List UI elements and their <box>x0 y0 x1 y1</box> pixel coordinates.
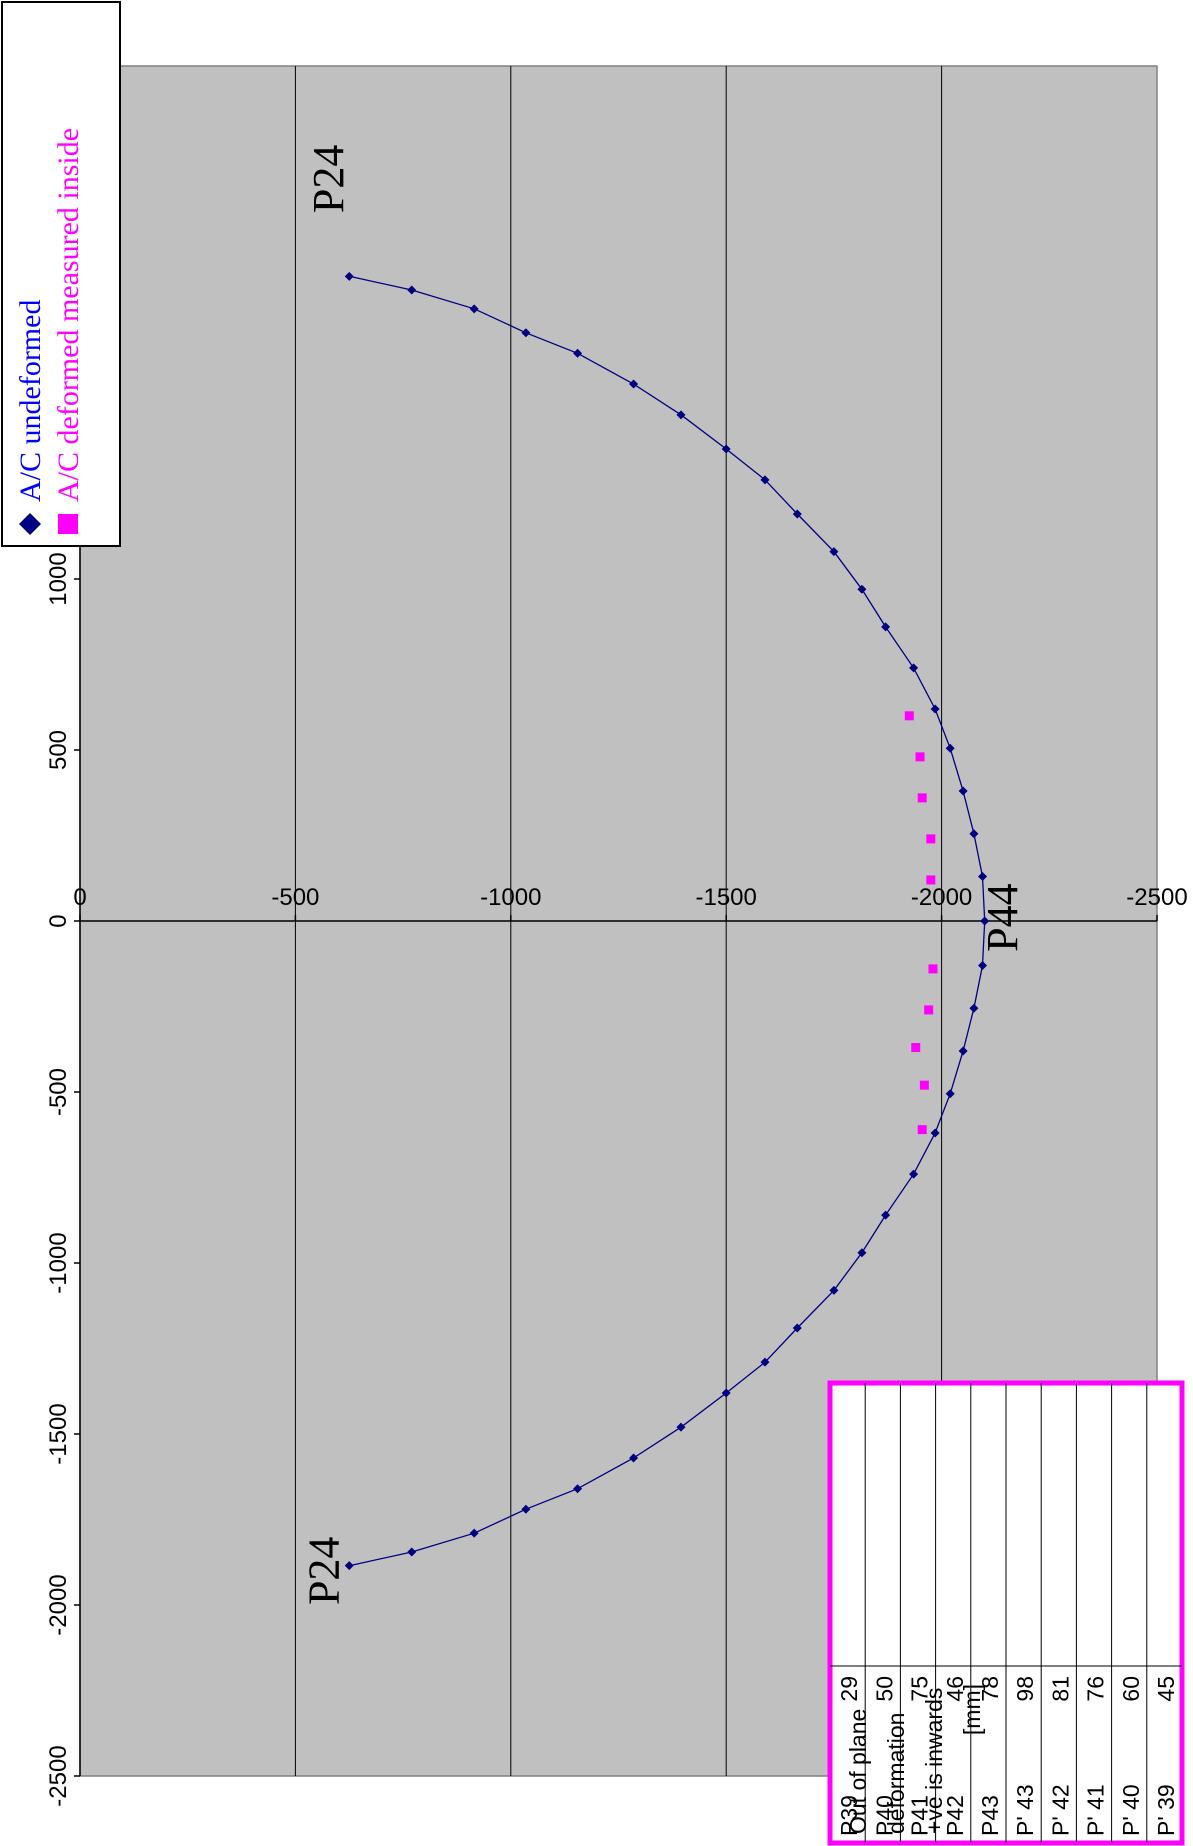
undeformed-point <box>407 1547 417 1557</box>
table-row-label: P41 <box>907 1795 933 1836</box>
undeformed-point <box>521 1504 531 1514</box>
undeformed-point <box>969 829 979 839</box>
table-row-value: 98 <box>1012 1676 1038 1702</box>
undeformed-point <box>407 285 417 295</box>
deformed-point <box>904 711 914 721</box>
undeformed-point <box>980 916 990 926</box>
undeformed-point <box>629 379 639 389</box>
table-row-label: P40 <box>871 1795 897 1836</box>
x-tick-label: -1500 <box>45 1403 72 1464</box>
undeformed-point <box>909 663 919 673</box>
annotation-p24-1: P24 <box>304 145 353 213</box>
deformed-point <box>919 1080 929 1090</box>
table-header-line: deformation <box>883 1713 909 1834</box>
undeformed-point <box>521 328 531 338</box>
table-row-label: P39 <box>836 1795 862 1836</box>
deformed-point <box>915 752 925 762</box>
y-tick-label: -1000 <box>480 884 541 911</box>
legend-diamond-icon <box>19 513 41 535</box>
undeformed-point <box>792 509 802 519</box>
table-header-line: Out of plane <box>845 1709 871 1834</box>
x-tick-label: 1000 <box>45 552 72 605</box>
annotations: P24 P24 P44 <box>299 145 1027 1605</box>
table-row-value: 76 <box>1083 1676 1109 1702</box>
deformed-point <box>926 875 936 885</box>
table-header-line: +ve is inwards <box>921 1688 947 1834</box>
undeformed-point <box>721 444 731 454</box>
undeformed-point <box>857 584 867 594</box>
series-layer <box>344 271 990 1571</box>
undeformed-point <box>469 304 479 314</box>
undeformed-point <box>792 1323 802 1333</box>
undeformed-point <box>978 960 988 970</box>
table-row-label: P42 <box>942 1795 968 1836</box>
annotation-p24-0: P24 <box>299 1537 348 1605</box>
annotation-p44-2: P44 <box>978 883 1027 951</box>
legend-square-icon <box>58 514 78 534</box>
x-tick-label: -2000 <box>45 1574 72 1635</box>
table-row-value: 78 <box>977 1676 1003 1702</box>
table-row-label: P' 39 <box>1153 1784 1179 1836</box>
x-tick-label: -1000 <box>45 1232 72 1293</box>
legend-entry-1: A/C deformed measured inside <box>52 128 85 502</box>
deformation-table: Out of plane deformation +ve is inwards [mm… <box>827 1380 1185 1846</box>
undeformed-point <box>930 704 940 714</box>
undeformed-point <box>573 348 583 358</box>
legend-entry-0: A/C undeformed <box>14 300 47 502</box>
x-tick-label: 0 <box>45 914 72 927</box>
undeformed-point <box>857 1248 867 1258</box>
table-row-value: 60 <box>1118 1676 1144 1702</box>
table-row-value: 46 <box>942 1676 968 1702</box>
table-header-line: [mm] <box>959 1684 985 1735</box>
undeformed-point <box>978 872 988 882</box>
undeformed-point <box>676 410 686 420</box>
table-row-value: 81 <box>1047 1676 1073 1702</box>
y-tick-label: 0 <box>73 884 86 911</box>
y-tick-label: -2000 <box>911 884 972 911</box>
table-row-value: 29 <box>836 1676 862 1702</box>
y-tick-label: -2500 <box>1126 884 1187 911</box>
y-tick-label: -500 <box>271 884 319 911</box>
undeformed-point <box>829 547 839 557</box>
undeformed-point <box>829 1285 839 1295</box>
deformed-point <box>917 1125 927 1135</box>
deformed-point <box>926 834 936 844</box>
y-tick-label: -1500 <box>696 884 757 911</box>
table-row-label: P' 42 <box>1047 1784 1073 1836</box>
table-row-label: P' 41 <box>1083 1784 1109 1836</box>
undeformed-point <box>969 1003 979 1013</box>
undeformed-point <box>881 622 891 632</box>
deformed-point <box>911 1043 921 1053</box>
table-row-label: P' 40 <box>1118 1784 1144 1836</box>
x-tick-label: -500 <box>45 1068 72 1116</box>
table-row-label: P' 43 <box>1012 1784 1038 1836</box>
undeformed-point <box>881 1210 891 1220</box>
legend-box <box>1 1 121 547</box>
undeformed-point <box>945 743 955 753</box>
deformed-point <box>924 1005 934 1015</box>
undeformed-point <box>344 271 354 281</box>
deformed-point <box>928 964 938 974</box>
x-tick-label: -2500 <box>45 1745 72 1806</box>
legend: A/C undeformed A/C deformed measured insi… <box>1 1 121 547</box>
table-row-value: 45 <box>1153 1676 1179 1702</box>
table-row-label: P43 <box>977 1795 1003 1836</box>
deformed-point <box>917 793 927 803</box>
undeformed-point <box>958 786 968 796</box>
x-tick-label: 500 <box>45 730 72 770</box>
table-row-value: 50 <box>871 1676 897 1702</box>
undeformed-point <box>760 475 770 485</box>
table-row-value: 75 <box>907 1676 933 1702</box>
